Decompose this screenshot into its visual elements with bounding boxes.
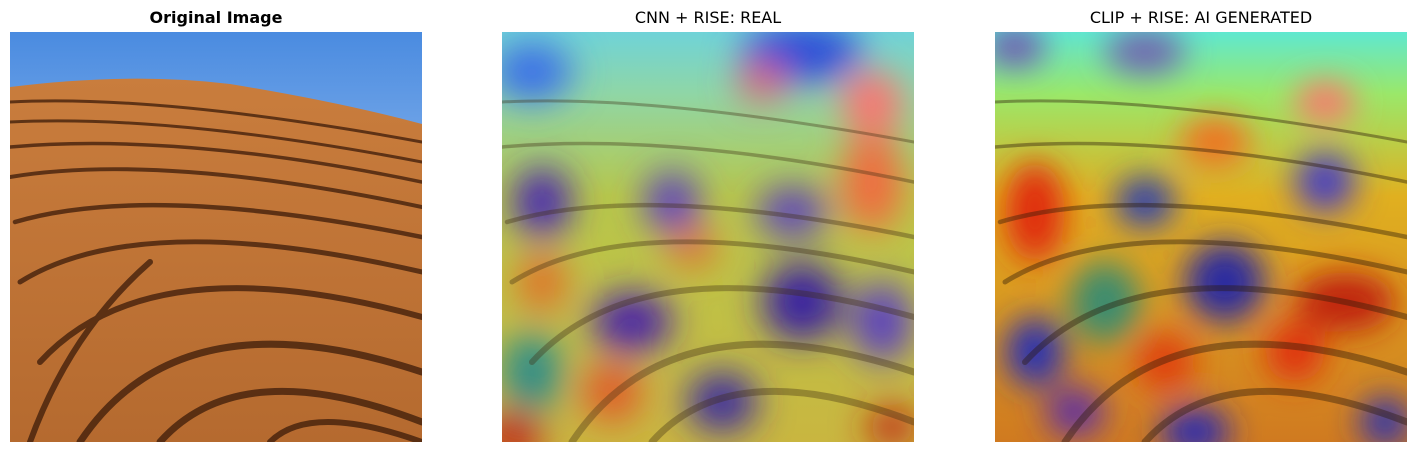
original-image xyxy=(10,32,422,442)
panel-title: Original Image xyxy=(149,8,283,27)
panel-cnn-rise: CNN + RISE: REAL xyxy=(502,0,914,452)
panel-clip-rise: CLIP + RISE: AI GENERATED xyxy=(995,0,1407,452)
panel-title: CLIP + RISE: AI GENERATED xyxy=(1089,8,1313,27)
panel-title: CNN + RISE: REAL xyxy=(634,8,782,27)
clip-rise-heatmap xyxy=(995,32,1407,442)
panel-original: Original Image xyxy=(10,0,422,452)
cnn-rise-heatmap xyxy=(502,32,914,442)
